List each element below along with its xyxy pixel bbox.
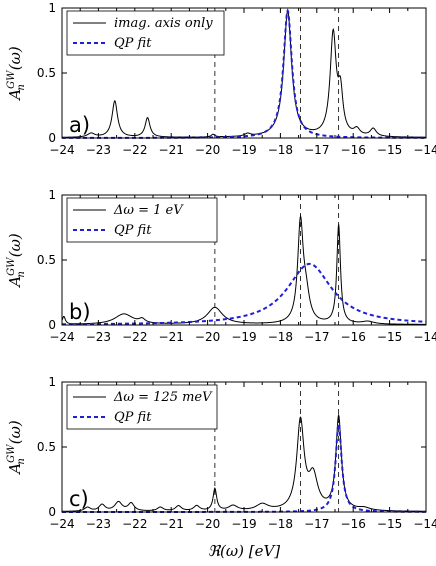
legend-label: Δω = 1 eV [113, 203, 184, 218]
x-tick-label: −15 [377, 517, 402, 531]
x-tick-label: −18 [268, 330, 293, 344]
y-tick-label: 0.5 [37, 253, 56, 267]
x-tick-label: −21 [159, 143, 184, 157]
x-tick-label: −20 [195, 143, 220, 157]
x-tick-label: −18 [268, 517, 293, 531]
spectral-line [62, 413, 426, 512]
x-tick-label: −22 [122, 517, 147, 531]
x-tick-label: −16 [341, 330, 366, 344]
x-tick-label: −15 [377, 143, 402, 157]
qp-fit-line [61, 262, 427, 326]
x-tick-label: −23 [86, 143, 111, 157]
legend-box [66, 10, 225, 56]
x-tick-label: −14 [413, 517, 436, 531]
x-tick-label: −22 [122, 143, 147, 157]
x-tick-label: −18 [268, 143, 293, 157]
x-tick-label: −14 [413, 330, 436, 344]
panel-label: a) [69, 113, 90, 137]
legend: imag. axis only QP fit [66, 10, 225, 56]
x-tick-label: −20 [195, 330, 220, 344]
y-tick-label: 0 [48, 505, 56, 519]
legend-label: Δω = 125 meV [113, 390, 213, 405]
x-tick-label: −17 [304, 330, 329, 344]
legend-label: QP fit [114, 410, 152, 425]
legend: Δω = 125 meV QP fit [66, 384, 218, 430]
y-axis-label: AGWn(ω) [6, 420, 27, 476]
panel-3: −24 −23 −22 −21 −20 −19 −18 −17 −16 −15 −14 0 0.5 1 AG… [6, 375, 436, 560]
x-tick-label: −16 [341, 143, 366, 157]
y-axis-label: AGWn(ω) [6, 46, 27, 102]
x-tick-label: −23 [86, 517, 111, 531]
legend-box [66, 197, 218, 243]
x-tick-label: −24 [49, 517, 74, 531]
y-tick-label: 1 [48, 188, 56, 202]
x-tick-label: −17 [304, 517, 329, 531]
x-tick-label: −19 [231, 330, 256, 344]
x-tick-label: −15 [377, 330, 402, 344]
y-tick-label: 1 [48, 1, 56, 15]
legend-label: QP fit [114, 223, 152, 238]
y-tick-label: 0 [48, 318, 56, 332]
y-axis-label: AGWn(ω) [6, 233, 27, 289]
x-tick-label: −19 [231, 517, 256, 531]
x-tick-label: −14 [413, 143, 436, 157]
x-tick-label: −24 [49, 143, 74, 157]
legend-label: imag. axis only [114, 16, 213, 31]
x-tick-label: −20 [195, 517, 220, 531]
y-tick-label: 1 [48, 375, 56, 389]
panel-2: −24 −23 −22 −21 −20 −19 −18 −17 −16 −15 −14 0 0.5 1 AG… [6, 188, 436, 344]
qp-fit-line [62, 420, 426, 513]
x-tick-label: −17 [304, 143, 329, 157]
x-tick-label: −23 [86, 330, 111, 344]
x-tick-label: −16 [341, 517, 366, 531]
y-tick-label: 0 [48, 131, 56, 145]
panel-1: −24 −23 −22 −21 −20 −19 −18 −17 −16 −15 −14 0 0.5 1 AG… [6, 1, 436, 157]
x-tick-label: −24 [49, 330, 74, 344]
legend-label: QP fit [114, 36, 152, 51]
legend-box [66, 384, 218, 430]
y-tick-label: 0.5 [37, 66, 56, 80]
legend: Δω = 1 eV QP fit [66, 197, 218, 243]
x-axis-label: ℜ(ω) [eV] [208, 542, 280, 560]
panel-label: b) [69, 300, 91, 324]
panel-label: c) [69, 487, 89, 511]
y-tick-label: 0.5 [37, 440, 56, 454]
x-tick-label: −21 [159, 517, 184, 531]
x-tick-label: −19 [231, 143, 256, 157]
x-tick-label: −21 [159, 330, 184, 344]
x-tick-label: −22 [122, 330, 147, 344]
